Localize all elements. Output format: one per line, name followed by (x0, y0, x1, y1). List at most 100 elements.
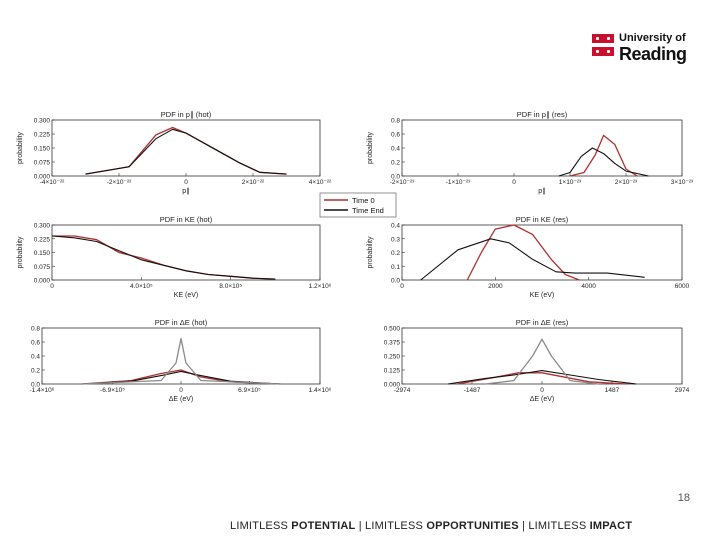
series-line-time-end-spike (81, 337, 281, 385)
chart-title: PDF in p∥ (hot) (161, 110, 212, 119)
x-tick-label: -1×10⁻²³ (446, 179, 471, 186)
y-tick-label: 0.2 (391, 160, 400, 167)
plot-frame (51, 119, 321, 177)
y-tick-label: 0.4 (391, 146, 400, 153)
y-tick-label: 0.6 (31, 340, 40, 347)
y-tick-label: 0.225 (34, 236, 51, 243)
x-axis-label: KE (eV) (174, 292, 199, 299)
logo-line1: University of (619, 32, 686, 44)
series-line-time-end (447, 370, 637, 385)
plot-frame (401, 327, 683, 385)
chart-title: PDF in ΔE (hot) (155, 318, 208, 327)
university-logo: University of Reading (592, 30, 692, 70)
x-tick-label: 2×10⁻²² (242, 179, 265, 186)
y-tick-label: 0.0 (391, 174, 400, 181)
y-tick-label: 0.3 (391, 236, 400, 243)
x-tick-label: -4×10⁻²² (40, 179, 65, 186)
chart-title: PDF in KE (hot) (160, 215, 213, 224)
x-tick-label: 6000 (675, 283, 690, 290)
y-tick-label: 0.300 (34, 118, 51, 125)
plot-frame (41, 327, 321, 385)
x-tick-label: 1487 (605, 387, 620, 394)
series-line-time-end (51, 235, 276, 280)
x-axis-label: p∥ (182, 187, 189, 195)
y-tick-label: 0.150 (34, 146, 51, 153)
plot-frame (51, 224, 321, 281)
chart-title: PDF in KE (res) (516, 215, 569, 224)
x-tick-label: -6.9×10⁵ (100, 387, 125, 394)
y-tick-label: 0.6 (391, 132, 400, 139)
footer-sep-1: | LIMITLESS (355, 520, 427, 532)
y-tick-label: 0.2 (391, 250, 400, 257)
series-line-time-end (85, 128, 287, 175)
footer-word-1: LIMITLESS (230, 520, 292, 532)
y-tick-label: 0.500 (384, 326, 401, 333)
y-tick-label: 0.4 (391, 223, 400, 230)
x-tick-label: 0 (400, 283, 404, 290)
page-number: 18 (677, 492, 690, 504)
footer-bold-3: IMPACT (589, 520, 633, 532)
chart-p-res: PDF in p∥ (res) 0.0 0.2 0.4 0.6 0.8 -2×10⁻²³ -1… (367, 110, 694, 195)
y-tick-label: 0.000 (34, 174, 51, 181)
series-line-time-end (420, 238, 645, 281)
y-tick-label: 0.0 (391, 278, 400, 285)
footer-tagline: LIMITLESS POTENTIAL | LIMITLESS OPPORTUN… (230, 520, 632, 532)
y-axis-label: probability (367, 132, 374, 164)
chart-ke-res: PDF in KE (res) 0.0 0.1 0.2 0.3 0.4 0 2000 4000 6… (367, 215, 690, 299)
legend-box: Time 0 Time End (319, 192, 397, 218)
y-tick-label: 0.000 (34, 278, 51, 285)
x-tick-label: 1.4×10⁶ (309, 387, 332, 394)
x-axis-label: ΔE (eV) (169, 396, 194, 403)
chart-de-res: PDF in ΔE (res) 0.000 0.125 0.250 0.375 0.500… (384, 318, 690, 403)
x-tick-label: 4.0×10⁵ (130, 283, 153, 290)
y-tick-label: 0.1 (391, 264, 400, 271)
footer-bold-2: OPPORTUNITIES (426, 520, 519, 532)
x-tick-label: 1.2×10⁶ (309, 283, 332, 290)
x-tick-label: 0 (50, 283, 54, 290)
footer-bold-1: POTENTIAL (291, 520, 356, 532)
x-tick-label: -1487 (464, 387, 481, 394)
y-tick-label: 0.125 (384, 368, 401, 375)
x-axis-label: KE (eV) (530, 292, 555, 299)
x-tick-label: 2974 (675, 387, 690, 394)
x-tick-label: 4000 (581, 283, 596, 290)
y-tick-label: 0.225 (34, 132, 51, 139)
crest-icon (592, 34, 614, 56)
y-tick-label: 0.8 (31, 326, 40, 333)
x-tick-label: -2×10⁻²² (107, 179, 132, 186)
x-tick-label: -2×10⁻²³ (390, 179, 415, 186)
x-tick-label: 8.0×10⁵ (219, 283, 242, 290)
x-tick-label: -1.4×10⁶ (30, 387, 55, 394)
x-tick-label: 0 (540, 387, 544, 394)
x-tick-label: 2000 (488, 283, 503, 290)
legend-label-time0: Time 0 (352, 196, 375, 205)
x-tick-label: 0 (179, 387, 183, 394)
chart-p-hot: PDF in p∥ (hot) 0.000 0.075 0.150 0.225 0.300… (17, 110, 332, 195)
chart-title: PDF in ΔE (res) (516, 318, 569, 327)
series-line-time-end-spike (485, 338, 599, 385)
y-tick-label: 0.2 (31, 368, 40, 375)
x-tick-label: 4×10⁻²² (309, 179, 332, 186)
series-line-time-end (558, 147, 649, 177)
logo-line2: Reading (619, 44, 687, 64)
chart-title: PDF in p∥ (res) (517, 110, 568, 119)
x-tick-label: 6.9×10⁵ (238, 387, 261, 394)
y-tick-label: 0.0 (31, 382, 40, 389)
y-axis-label: probability (367, 236, 374, 268)
x-tick-label: 2×10⁻²³ (615, 179, 638, 186)
y-tick-label: 0.4 (31, 354, 40, 361)
series-line-time-0 (569, 134, 638, 177)
x-axis-label: ΔE (eV) (530, 396, 555, 403)
y-axis-label: probability (17, 236, 24, 268)
y-tick-label: 0.150 (34, 250, 51, 257)
chart-ke-hot: PDF in KE (hot) 0.000 0.075 0.150 0.225 0.300… (17, 215, 332, 299)
y-axis-label: probability (17, 132, 24, 164)
plot-frame (401, 119, 683, 177)
x-tick-label: 3×10⁻²³ (671, 179, 694, 186)
x-tick-label: -2974 (394, 387, 411, 394)
footer-sep-2: | LIMITLESS (518, 520, 590, 532)
y-tick-label: 0.375 (384, 340, 401, 347)
plot-frame (401, 224, 683, 281)
y-tick-label: 0.250 (384, 354, 401, 361)
